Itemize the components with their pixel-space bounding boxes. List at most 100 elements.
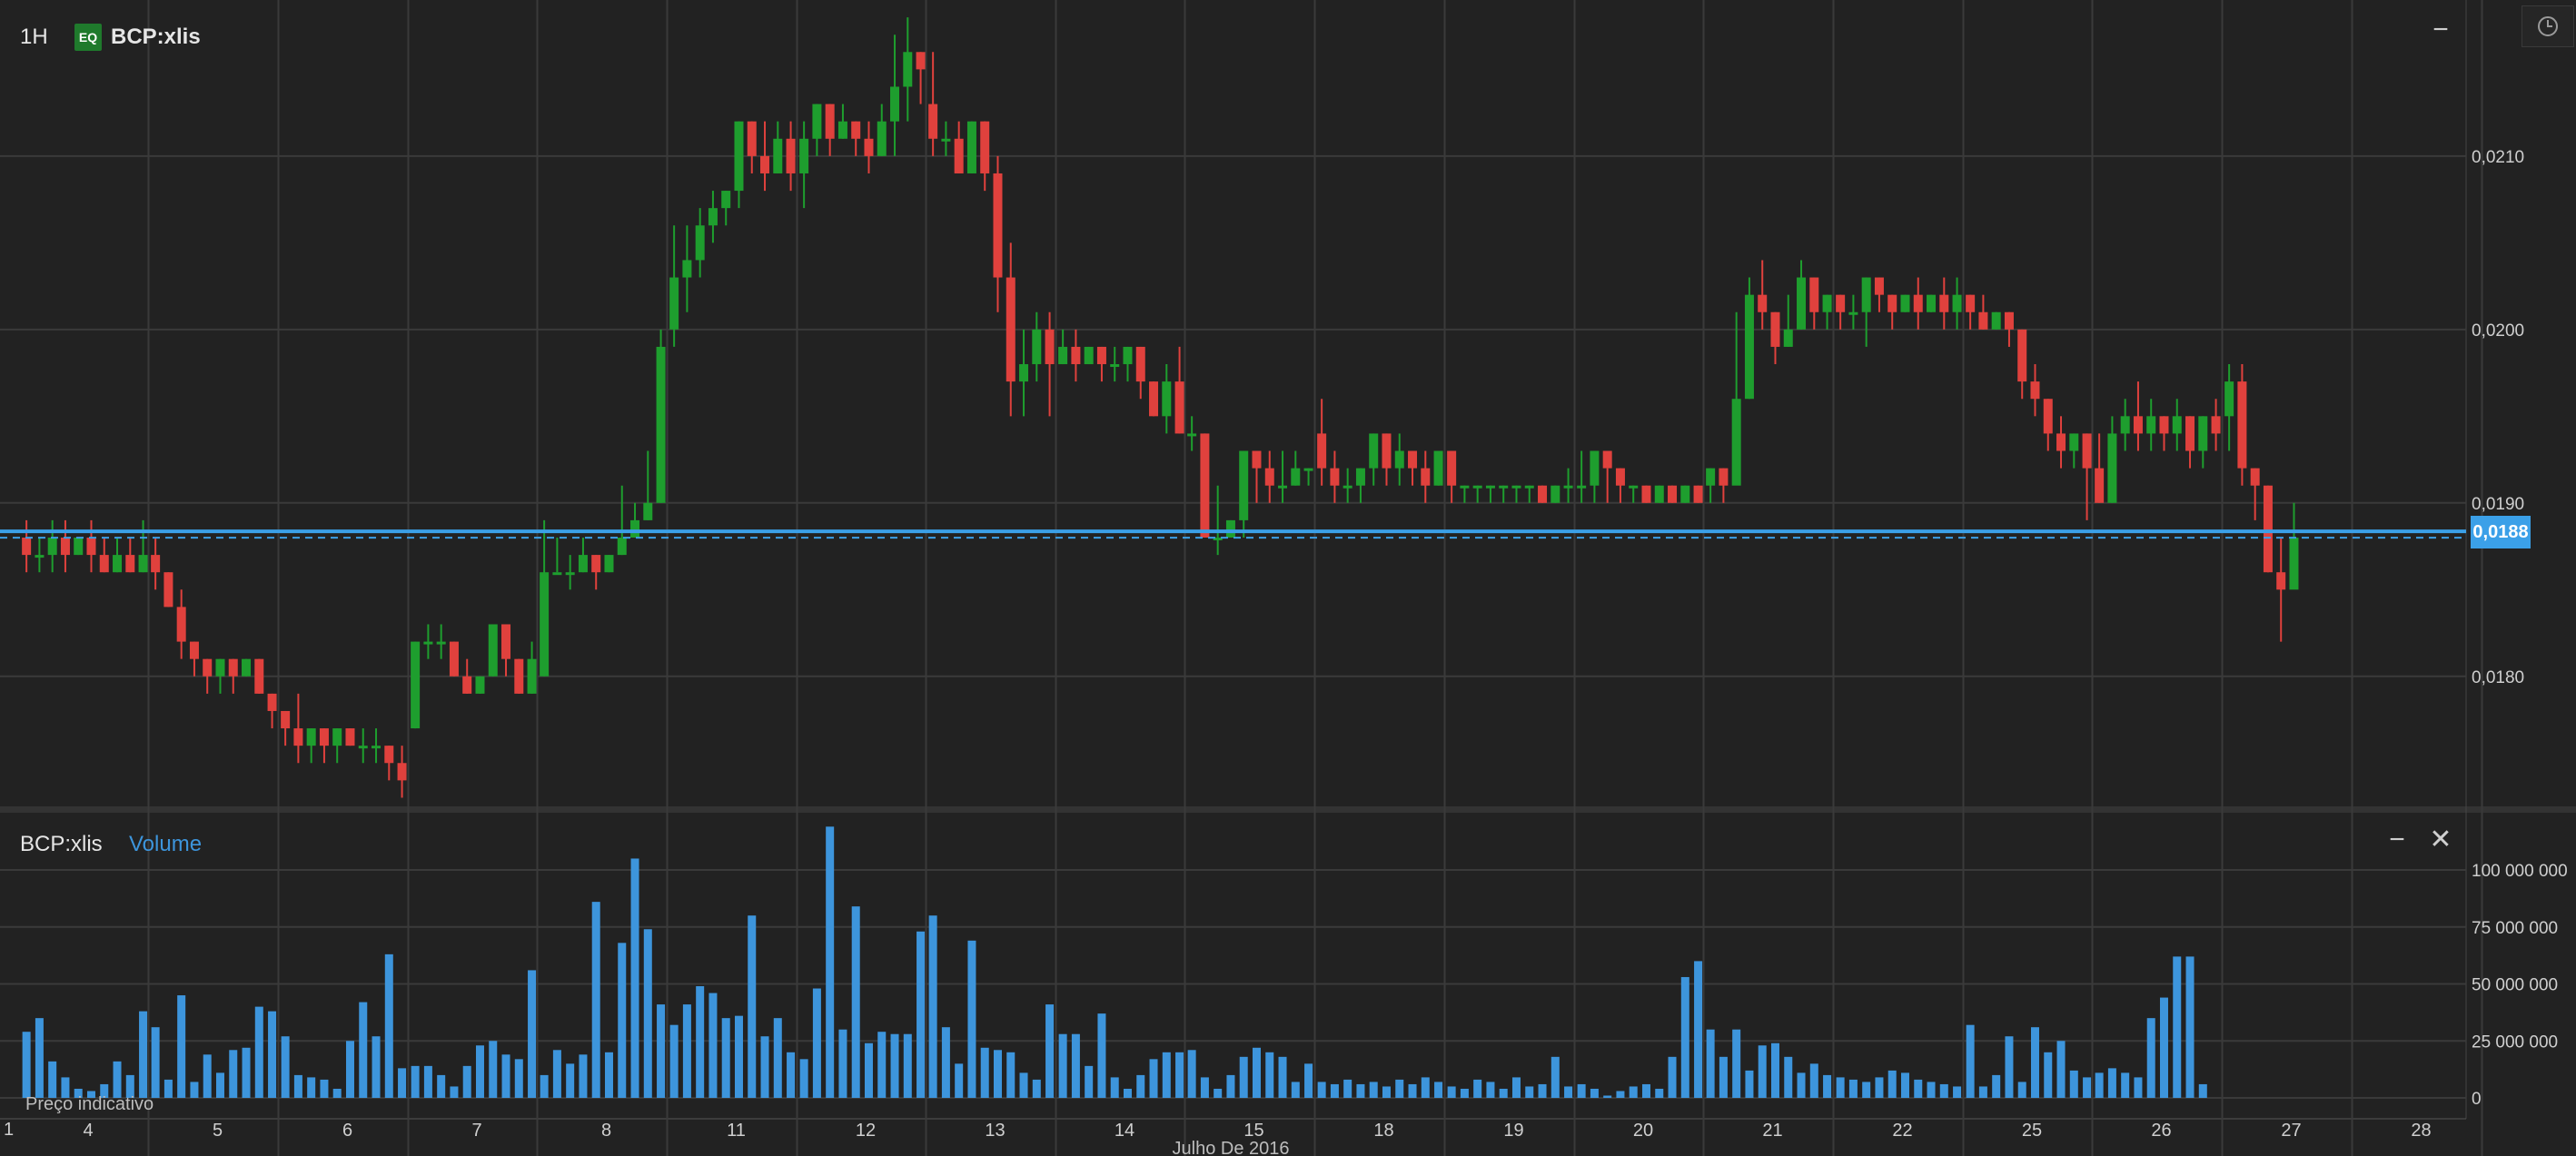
candle-body [1135, 346, 1145, 382]
volume-indicator-label[interactable]: Volume [129, 832, 203, 856]
volume-bar [1862, 1082, 1871, 1098]
candle-body [99, 555, 109, 573]
volume-bar [1434, 1082, 1443, 1098]
candle-body [501, 624, 511, 659]
candle-body [1447, 450, 1457, 486]
candle-body [864, 138, 874, 156]
volume-bar [1447, 1086, 1456, 1098]
candle-body [1408, 450, 1418, 469]
candle-body [449, 641, 459, 677]
candle-body [514, 658, 524, 694]
volume-bars [22, 826, 2207, 1098]
volume-bar [1900, 1072, 1909, 1098]
volume-bar [1797, 1072, 1806, 1098]
candle-body [2237, 381, 2247, 469]
candle-body [1900, 294, 1910, 312]
volume-bar [877, 1032, 887, 1098]
volume-bar [2134, 1077, 2143, 1098]
volume-bar [1045, 1004, 1055, 1098]
candle-body [1303, 468, 1313, 471]
candle-body [1071, 346, 1081, 365]
volume-bar [2095, 1072, 2104, 1098]
timeframe-label[interactable]: 1H [20, 25, 48, 49]
volume-bar [125, 1074, 134, 1098]
volume-bar [721, 1018, 730, 1098]
candle-body [411, 641, 421, 729]
volume-bar [993, 1050, 1002, 1098]
volume-bar [799, 1059, 808, 1098]
candle-body [1822, 294, 1832, 312]
volume-bar [293, 1074, 302, 1098]
candle-body [306, 728, 316, 746]
volume-bar [773, 1018, 782, 1098]
volume-bar [1499, 1088, 1508, 1098]
volume-bar [1706, 1029, 1715, 1098]
volume-bar [2121, 1072, 2130, 1098]
candle-body [189, 641, 199, 659]
volume-bar [1486, 1082, 1495, 1098]
candle-body [2185, 416, 2195, 451]
volume-bar [2173, 956, 2182, 1098]
candle-body [890, 86, 900, 122]
candle-body [993, 173, 1003, 278]
volume-bar [1680, 976, 1689, 1098]
volume-bar [2159, 997, 2168, 1098]
candle-body [941, 138, 951, 142]
volume-bar [268, 1011, 277, 1098]
minimize-volume-panel-button[interactable]: − [2383, 826, 2411, 854]
volume-bar [2069, 1070, 2078, 1098]
minimize-price-panel-button[interactable]: − [2427, 16, 2454, 44]
candle-body [163, 572, 173, 608]
candle-body [1887, 294, 1897, 312]
candle-body [1369, 433, 1379, 469]
volume-bar [591, 902, 600, 1098]
volume-bar [1395, 1079, 1404, 1098]
volume-bar [1992, 1074, 2001, 1098]
volume-bar [618, 943, 627, 1098]
volume-bar [1175, 1052, 1184, 1098]
candle-body [721, 191, 731, 209]
candle-body [423, 641, 433, 645]
candle-body [151, 555, 161, 573]
volume-bar [48, 1061, 57, 1098]
current-price-line [0, 529, 2466, 539]
candle-body [2146, 416, 2156, 434]
volume-bar [890, 1033, 899, 1098]
price-tick-label: 0,0210 [2472, 148, 2524, 167]
candle-body [1758, 294, 1768, 312]
candle-body [1511, 485, 1521, 489]
candle-body [358, 746, 368, 749]
candle-body [1978, 311, 1988, 330]
candle-body [1538, 485, 1548, 503]
volume-bar [384, 953, 393, 1098]
volume-bar [1629, 1086, 1638, 1098]
candle-body [35, 555, 45, 558]
panel-separator [0, 806, 2576, 813]
candle-body [825, 104, 835, 139]
volume-bar [1343, 1079, 1352, 1098]
symbol-label[interactable]: BCP:xlis [111, 25, 201, 49]
close-volume-panel-button[interactable]: ✕ [2427, 826, 2454, 854]
volume-symbol-label: BCP:xlis [20, 832, 103, 856]
volume-bar [851, 906, 860, 1098]
candle-body [799, 138, 809, 173]
candle-body [734, 121, 744, 192]
candle-body [1577, 485, 1587, 489]
volume-bar [74, 1088, 83, 1098]
candle-body [1848, 311, 1858, 315]
volume-bar [1978, 1086, 1987, 1098]
candle-body [1174, 381, 1184, 434]
x-first-label: 1 [4, 1120, 15, 1140]
price-tick-label: 0,0190 [2472, 495, 2524, 514]
volume-bar [1252, 1047, 1261, 1098]
candle-body [604, 555, 614, 573]
volume-bar [1875, 1077, 1884, 1098]
clock-icon [2538, 16, 2558, 36]
volume-bar [1071, 1033, 1080, 1098]
volume-bar [1525, 1086, 1534, 1098]
volume-bar [203, 1054, 212, 1098]
candle-body [527, 658, 537, 694]
volume-bar [345, 1041, 354, 1098]
clock-button[interactable] [2522, 5, 2574, 47]
volume-bar [955, 1063, 964, 1098]
